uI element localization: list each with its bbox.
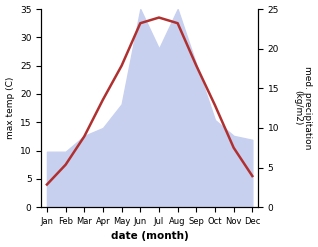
- Y-axis label: max temp (C): max temp (C): [5, 77, 15, 139]
- Y-axis label: med. precipitation
(kg/m2): med. precipitation (kg/m2): [293, 66, 313, 150]
- X-axis label: date (month): date (month): [111, 231, 189, 242]
